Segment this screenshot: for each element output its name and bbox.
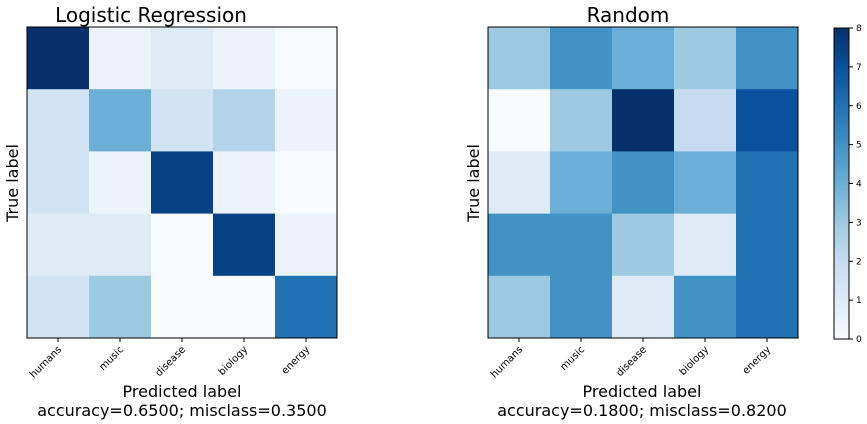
heatmap-cell	[488, 213, 551, 277]
heatmap-cell	[612, 27, 675, 90]
x-tick-labels-right: humans music disease biology energy	[489, 338, 773, 380]
colorbar-tick-label: 3	[856, 218, 862, 228]
heatmap-cell	[151, 213, 214, 277]
heatmap-cell	[213, 213, 276, 277]
colorbar-tick-label: 7	[856, 63, 862, 73]
heatmap-cell	[736, 27, 799, 90]
heatmap-cell	[151, 275, 214, 339]
heatmap-cell	[612, 213, 675, 277]
heatmap-cell	[550, 89, 613, 152]
heatmap-cell	[213, 275, 276, 339]
x-tick-label: biology	[678, 344, 712, 378]
colorbar-tick-label: 5	[856, 141, 862, 151]
colorbar-tick-label: 2	[856, 257, 862, 267]
heatmap-cell	[550, 27, 613, 90]
heatmap-cell	[612, 151, 675, 215]
heatmap-cell	[488, 275, 551, 339]
heatmap-cell	[213, 27, 276, 90]
heatmap-cell	[674, 89, 737, 152]
heatmap-cell	[27, 275, 90, 339]
heatmap-cell	[89, 89, 152, 152]
y-axis-label-left: True label	[3, 144, 22, 223]
heatmap-cell	[89, 27, 152, 90]
y-axis-label-right: True label	[464, 144, 483, 223]
panel-random: Random humans music disease biology energy T…	[464, 3, 799, 420]
heatmap-cell	[151, 89, 214, 152]
colorbar-tick-label: 6	[856, 102, 862, 112]
colorbar-tick-label: 0	[856, 335, 862, 345]
chart-title-right: Random	[587, 3, 670, 27]
heatmap-cell	[89, 275, 152, 339]
heatmap-cell	[213, 89, 276, 152]
heatmap-cell	[89, 151, 152, 215]
heatmap-cell	[674, 151, 737, 215]
metrics-label-right: accuracy=0.1800; misclass=0.8200	[497, 401, 787, 420]
x-tick-label: disease	[153, 344, 188, 379]
panel-logistic-regression: Logistic Regression humans music disease bi…	[3, 3, 338, 420]
x-tick-label: music	[97, 344, 126, 373]
heatmap-cell	[612, 275, 675, 339]
heatmap-cell	[488, 27, 551, 90]
heatmap-cell	[275, 275, 338, 339]
heatmap-cell	[674, 275, 737, 339]
heatmap-cell	[550, 213, 613, 277]
x-tick-label: energy	[741, 344, 773, 376]
heatmap-cell	[27, 213, 90, 277]
heatmap-cells-right	[488, 27, 799, 339]
heatmap-cell	[275, 151, 338, 215]
x-tick-label: music	[558, 344, 587, 373]
x-tick-label: humans	[489, 344, 525, 380]
heatmap-cell	[275, 213, 338, 277]
x-tick-labels-left: humans music disease biology energy	[28, 338, 312, 380]
chart-title-left: Logistic Regression	[55, 3, 247, 27]
colorbar-tick-label: 8	[856, 24, 862, 34]
colorbar-gradient	[833, 27, 850, 340]
heatmap-cell	[488, 151, 551, 215]
heatmap-cell	[27, 151, 90, 215]
heatmap-cell	[736, 89, 799, 152]
heatmap-cell	[27, 89, 90, 152]
x-tick-label: humans	[28, 344, 64, 380]
heatmap-cell	[674, 213, 737, 277]
colorbar-tick-label: 4	[856, 180, 862, 190]
heatmap-cell	[213, 151, 276, 215]
heatmap-cell	[736, 275, 799, 339]
heatmap-cell	[27, 27, 90, 90]
x-tick-label: energy	[280, 344, 312, 376]
heatmap-cell	[275, 89, 338, 152]
heatmap-cell	[674, 27, 737, 90]
heatmap-cell	[612, 89, 675, 152]
heatmap-cell	[151, 151, 214, 215]
heatmap-cell	[550, 151, 613, 215]
x-axis-label-right: Predicted label	[583, 382, 702, 401]
colorbar-tick-label: 1	[856, 296, 862, 306]
heatmap-cell	[275, 27, 338, 90]
heatmap-cell	[151, 27, 214, 90]
x-tick-label: biology	[217, 344, 251, 378]
x-axis-label-left: Predicted label	[123, 382, 242, 401]
heatmap-cell	[89, 213, 152, 277]
heatmap-cell	[736, 151, 799, 215]
heatmap-cell	[736, 213, 799, 277]
x-tick-label: disease	[614, 344, 649, 379]
colorbar-ticks: 0 1 2 3 4 5 6 7 8	[849, 24, 862, 345]
metrics-label-left: accuracy=0.6500; misclass=0.3500	[37, 401, 327, 420]
heatmap-cells-left	[27, 27, 338, 339]
heatmap-cell	[550, 275, 613, 339]
heatmap-cell	[488, 89, 551, 152]
colorbar: 0 1 2 3 4 5 6 7 8	[833, 24, 862, 345]
